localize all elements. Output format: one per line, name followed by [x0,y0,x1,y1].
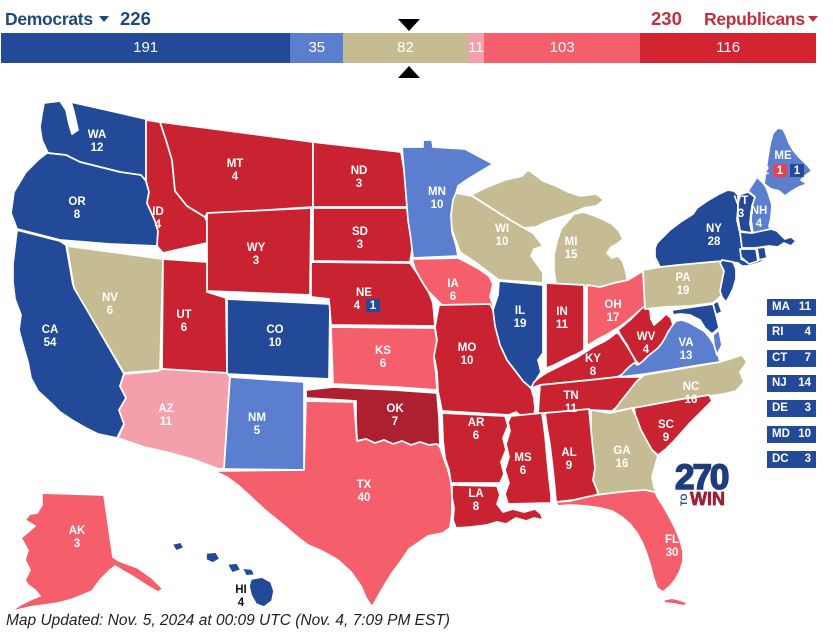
svg-text:PA: PA [675,272,690,284]
svg-text:1: 1 [794,165,801,177]
svg-text:9: 9 [566,460,572,472]
svg-text:4: 4 [232,171,239,183]
svg-text:1: 1 [777,165,784,177]
svg-text:3: 3 [253,255,259,267]
svg-text:FL: FL [665,534,679,546]
svg-text:VA: VA [678,337,693,349]
svg-text:OK: OK [386,403,404,415]
svg-text:5: 5 [254,425,261,437]
svg-text:CO: CO [266,324,283,336]
svg-text:UT: UT [176,309,191,321]
svg-text:1: 1 [370,300,377,312]
svg-text:TX: TX [357,479,372,491]
svg-text:6: 6 [450,291,456,303]
svg-text:ID: ID [152,206,164,218]
svg-text:KY: KY [585,353,601,365]
svg-text:19: 19 [677,285,690,297]
svg-text:9: 9 [663,432,669,444]
svg-text:10: 10 [431,199,444,211]
svg-text:NY: NY [706,223,722,235]
svg-text:IN: IN [556,306,568,318]
svg-text:IA: IA [447,278,459,290]
svg-text:ND: ND [351,165,368,177]
svg-text:12: 12 [91,142,104,154]
svg-text:15: 15 [565,249,578,261]
svg-text:3: 3 [356,178,362,190]
svg-text:3: 3 [74,538,80,550]
svg-text:MN: MN [428,186,446,198]
svg-text:2: 2 [763,165,769,177]
svg-text:10: 10 [461,355,474,367]
svg-text:3: 3 [357,239,363,251]
svg-text:TN: TN [563,390,578,402]
svg-text:40: 40 [358,492,371,504]
svg-text:4: 4 [238,597,245,609]
svg-text:8: 8 [473,501,480,513]
svg-text:ME: ME [774,150,792,162]
svg-text:11: 11 [556,319,569,331]
svg-text:AL: AL [561,447,576,459]
svg-text:AR: AR [468,417,485,429]
svg-text:11: 11 [160,416,173,428]
svg-text:AK: AK [69,525,86,537]
svg-text:OR: OR [68,196,86,208]
svg-text:3: 3 [738,208,744,220]
svg-text:GA: GA [613,445,630,457]
svg-text:16: 16 [616,458,629,470]
svg-text:WV: WV [637,331,656,343]
svg-text:16: 16 [685,394,698,406]
svg-text:LA: LA [468,488,483,500]
svg-text:4: 4 [756,218,763,230]
svg-text:MI: MI [565,236,578,248]
svg-text:SC: SC [658,419,674,431]
svg-text:NH: NH [751,205,768,217]
svg-text:AZ: AZ [158,403,173,415]
svg-text:6: 6 [107,305,113,317]
svg-text:4: 4 [643,344,650,356]
svg-text:WI: WI [495,223,509,235]
svg-text:4: 4 [155,219,162,231]
svg-text:11: 11 [565,403,578,415]
svg-text:NE: NE [356,287,372,299]
svg-text:28: 28 [708,236,721,248]
svg-text:KS: KS [375,345,391,357]
svg-text:30: 30 [666,547,679,559]
svg-text:8: 8 [590,366,597,378]
svg-text:10: 10 [269,337,282,349]
svg-text:6: 6 [520,465,526,477]
svg-text:WY: WY [247,242,266,254]
svg-text:NM: NM [248,412,266,424]
svg-text:7: 7 [392,416,398,428]
svg-text:SD: SD [352,226,368,238]
svg-text:IL: IL [515,305,525,317]
svg-text:6: 6 [181,322,187,334]
svg-text:6: 6 [380,358,386,370]
svg-text:HI: HI [235,584,247,596]
svg-text:4: 4 [354,300,361,312]
svg-text:CA: CA [42,324,59,336]
svg-text:WA: WA [88,129,107,141]
svg-text:VT: VT [734,195,749,207]
svg-text:6: 6 [473,430,479,442]
svg-text:10: 10 [496,236,509,248]
svg-text:17: 17 [607,312,620,324]
svg-text:MO: MO [458,342,477,354]
svg-text:OH: OH [604,299,621,311]
svg-text:MT: MT [227,158,244,170]
svg-text:13: 13 [680,350,693,362]
svg-text:54: 54 [44,337,57,349]
svg-text:MS: MS [514,452,532,464]
svg-text:19: 19 [514,318,527,330]
svg-text:NC: NC [683,381,700,393]
svg-text:NV: NV [102,292,118,304]
svg-text:8: 8 [74,209,81,221]
